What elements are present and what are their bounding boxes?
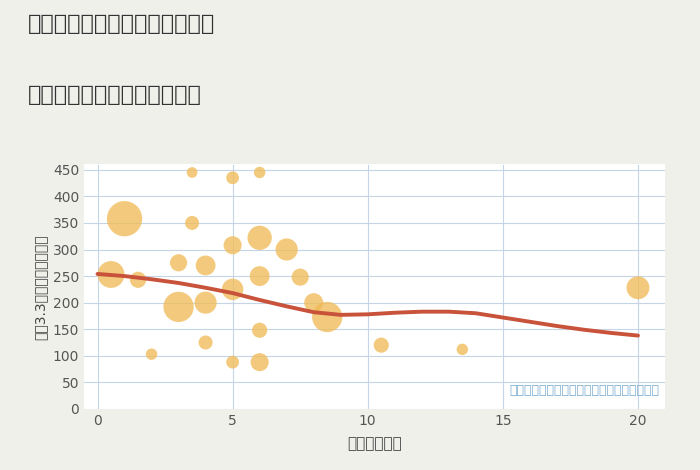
Point: [119, 215, 130, 222]
Point: [173, 303, 184, 311]
Point: [254, 272, 265, 280]
Text: 駅距離別中古マンション価格: 駅距離別中古マンション価格: [28, 85, 202, 105]
Point: [254, 327, 265, 334]
Point: [281, 246, 293, 253]
Point: [227, 286, 238, 293]
Point: [106, 271, 117, 278]
Point: [308, 299, 319, 306]
Point: [254, 169, 265, 176]
Point: [254, 234, 265, 242]
Point: [632, 284, 643, 291]
Point: [376, 341, 387, 349]
Y-axis label: 坪（3.3㎡）単価（万円）: 坪（3.3㎡）単価（万円）: [33, 234, 47, 339]
Point: [186, 169, 197, 176]
Point: [200, 339, 211, 346]
Point: [132, 276, 144, 283]
Text: 円の大きさは、取引のあった物件面積を示す: 円の大きさは、取引のあった物件面積を示す: [509, 384, 659, 397]
Point: [227, 174, 238, 181]
Point: [186, 219, 197, 227]
Point: [254, 359, 265, 366]
Point: [173, 259, 184, 266]
Text: 神奈川県横浜市中区本牧和田の: 神奈川県横浜市中区本牧和田の: [28, 14, 216, 34]
X-axis label: 駅距離（分）: 駅距離（分）: [347, 436, 402, 451]
Point: [146, 351, 158, 358]
Point: [295, 274, 306, 281]
Point: [200, 299, 211, 306]
Point: [227, 242, 238, 249]
Point: [200, 262, 211, 269]
Point: [321, 313, 332, 321]
Point: [456, 345, 468, 353]
Point: [227, 359, 238, 366]
